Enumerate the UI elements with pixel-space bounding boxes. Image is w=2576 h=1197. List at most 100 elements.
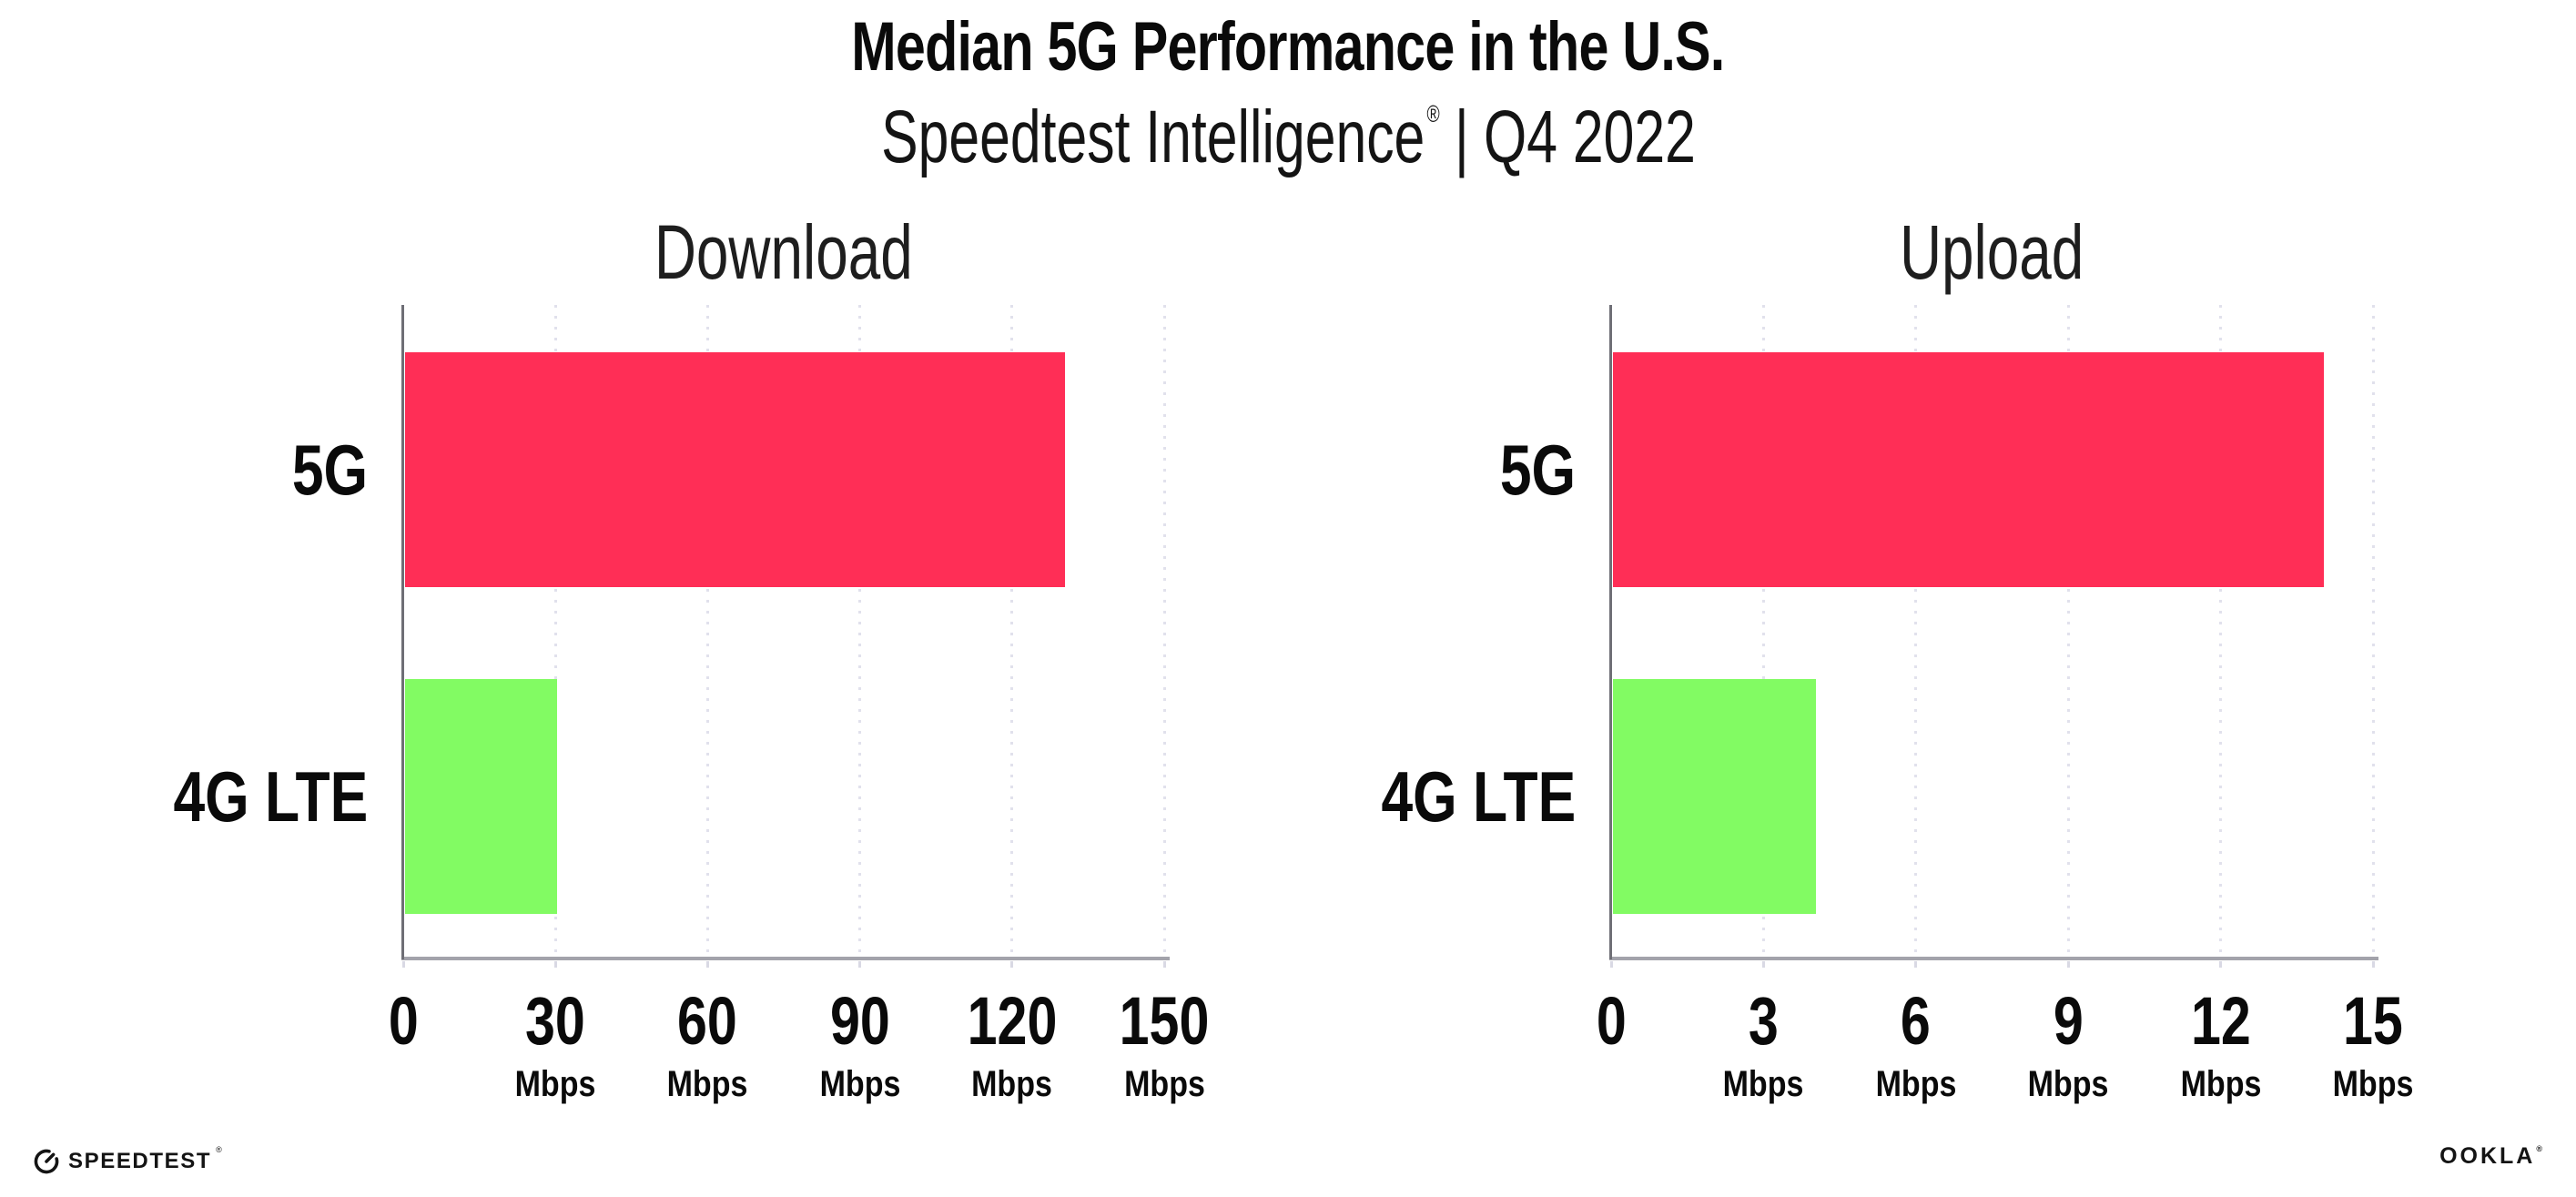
tick-unit-text: Mbps <box>971 1064 1053 1104</box>
axis-tickmark-15 <box>2371 961 2375 968</box>
tick-unit-label: Mbps <box>956 1066 1068 1102</box>
tick-value-label: 0 <box>1564 988 1658 1055</box>
tick-value-label: 6 <box>1869 988 1963 1055</box>
download-category-label-4g-lte: 4G LTE <box>125 742 368 851</box>
gridline-60-mbps <box>705 305 709 959</box>
gridline-120-mbps <box>1010 305 1014 959</box>
upload-axis-tick-3: 3 Mbps <box>1716 988 1810 1103</box>
tick-unit-text: Mbps <box>667 1064 748 1104</box>
tick-unit-text: Mbps <box>2180 1064 2261 1104</box>
tick-unit-text: Mbps <box>2332 1064 2414 1104</box>
tick-unit-text: Mbps <box>2027 1064 2109 1104</box>
tick-value-label: 3 <box>1716 988 1810 1055</box>
tick-value-label: 0 <box>356 988 451 1055</box>
download-x-axis-line <box>401 957 1170 960</box>
ookla-wordmark: OOKLA <box>2439 1143 2536 1169</box>
page-title-text: Median 5G Performance in the U.S. <box>851 8 1725 86</box>
category-label-text: 5G <box>1499 430 1576 510</box>
axis-tickmark-30 <box>553 961 557 968</box>
gridline-3-mbps <box>1761 305 1765 959</box>
tick-value-text: 0 <box>1596 983 1627 1059</box>
tick-value-text: 6 <box>1901 983 1932 1059</box>
download-bar-5g <box>405 352 1065 587</box>
tick-unit-text: Mbps <box>1875 1064 1957 1104</box>
tick-value-text: 30 <box>525 983 586 1059</box>
ookla-registered-mark: ® <box>2536 1144 2545 1153</box>
download-axis-tick-90: 90 Mbps <box>812 983 907 1103</box>
gridline-150-mbps <box>1162 305 1166 959</box>
tick-unit-label: Mbps <box>508 1066 603 1102</box>
category-label-text: 5G <box>291 430 368 510</box>
gridline-9-mbps <box>2066 305 2070 959</box>
speedtest-registered-mark: ® <box>216 1145 222 1154</box>
tick-unit-text: Mbps <box>819 1064 900 1104</box>
upload-axis-tick-6: 6 Mbps <box>1869 988 1963 1104</box>
tick-value-text: 12 <box>2190 983 2251 1059</box>
page-title: Median 5G Performance in the U.S. <box>0 13 2576 82</box>
download-chart: Download 0Mbps30Mbps60Mbps90Mbps120Mbps1… <box>173 214 1209 1102</box>
tick-unit-text: Mbps <box>1123 1064 1205 1104</box>
axis-tickmark-0 <box>401 961 405 968</box>
tick-unit-label: Mbps <box>1716 1066 1810 1102</box>
subtitle-separator: | <box>1454 96 1469 178</box>
upload-axis-tick-12: 12 Mbps <box>2173 988 2267 1103</box>
gridline-15-mbps <box>2371 305 2375 959</box>
tick-value-label: 15 <box>2326 988 2420 1055</box>
download-bar-4g-lte <box>405 679 558 914</box>
upload-x-axis-line <box>1609 957 2378 960</box>
upload-chart: Upload 0Mbps3Mbps6Mbps9Mbps12Mbps15Mbps5… <box>1381 214 2413 1102</box>
upload-axis-tick-15: 15 Mbps <box>2326 988 2420 1103</box>
tick-unit-label: Mbps <box>2021 1066 2115 1102</box>
tick-unit-label: Mbps <box>2326 1066 2420 1102</box>
axis-tickmark-120 <box>1010 961 1014 968</box>
category-label-text: 4G LTE <box>173 756 368 837</box>
tick-value-text: 9 <box>2053 983 2084 1059</box>
tick-value-text: 15 <box>2343 983 2403 1059</box>
axis-tickmark-90 <box>858 961 862 968</box>
tick-value-label: 12 <box>2173 988 2267 1055</box>
registered-trademark-icon: ® <box>1426 100 1440 127</box>
upload-category-label-4g-lte: 4G LTE <box>1333 742 1576 851</box>
tick-value-label: 9 <box>2021 988 2115 1055</box>
upload-bar-5g <box>1613 352 2325 587</box>
tick-value-text: 60 <box>677 983 738 1059</box>
axis-tickmark-9 <box>2066 961 2070 968</box>
ookla-logo: OOKLA ® <box>2439 1145 2545 1168</box>
gridline-30-mbps <box>553 305 557 959</box>
tick-unit-text: Mbps <box>514 1064 596 1104</box>
tick-unit-label: Mbps <box>812 1066 907 1102</box>
axis-tickmark-6 <box>1914 961 1918 968</box>
axis-tickmark-150 <box>1162 961 1166 968</box>
upload-y-axis-line <box>1609 305 1612 959</box>
subtitle-period: Q4 2022 <box>1483 96 1696 178</box>
upload-axis-tick-9: 9 Mbps <box>2021 988 2115 1103</box>
gridline-6-mbps <box>1914 305 1918 959</box>
upload-chart-title: Upload <box>1900 209 2084 295</box>
tick-value-label: 150 <box>1108 988 1220 1055</box>
axis-tickmark-0 <box>1609 961 1613 968</box>
tick-value-text: 3 <box>1748 983 1779 1059</box>
gridline-12-mbps <box>2219 305 2223 959</box>
download-axis-tick-150: 150 Mbps <box>1108 988 1220 1103</box>
axis-tickmark-12 <box>2219 961 2223 968</box>
page-subtitle: Speedtest Intelligence® | Q4 2022 <box>0 100 2576 175</box>
subtitle-brand: Speedtest Intelligence <box>880 96 1425 178</box>
speedtest-logo: SPEEDTEST ® <box>33 1143 222 1180</box>
tick-value-text: 90 <box>829 983 890 1059</box>
tick-unit-label: Mbps <box>660 1066 755 1102</box>
download-category-label-5g: 5G <box>273 415 368 524</box>
tick-value-text: 150 <box>1119 983 1210 1059</box>
download-y-axis-line <box>401 305 404 959</box>
tick-unit-label: Mbps <box>2173 1066 2267 1102</box>
tick-unit-label: Mbps <box>1108 1066 1220 1102</box>
tick-value-text: 120 <box>967 983 1058 1059</box>
download-axis-tick-60: 60 Mbps <box>660 983 755 1103</box>
axis-tickmark-60 <box>705 961 709 968</box>
category-label-text: 4G LTE <box>1381 756 1576 837</box>
download-axis-tick-120: 120 Mbps <box>956 983 1068 1103</box>
tick-value-label: 30 <box>508 988 603 1055</box>
